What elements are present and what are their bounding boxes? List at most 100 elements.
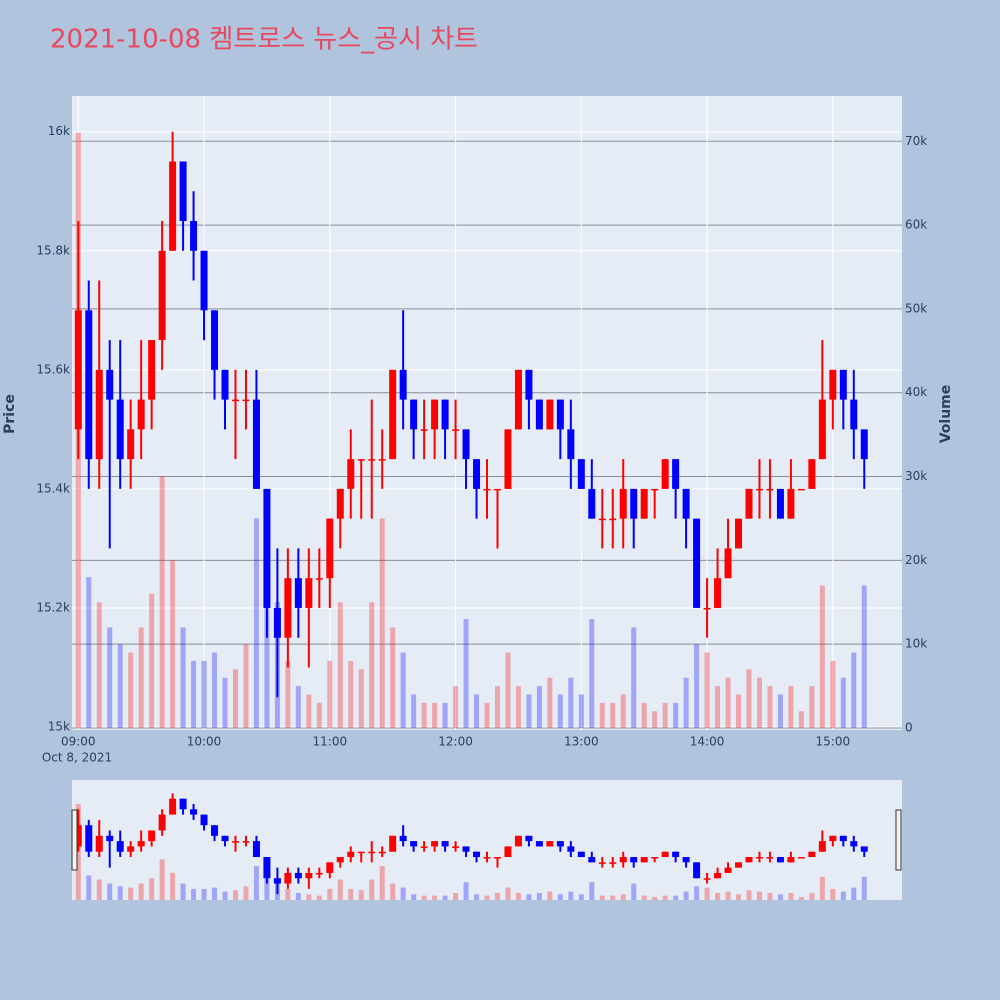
slider-candle-body bbox=[252, 841, 260, 858]
x-tick-label: 11:00 bbox=[313, 735, 348, 749]
candle-body bbox=[200, 250, 208, 311]
y2-tick-label: 40k bbox=[905, 385, 927, 399]
slider-candle-body bbox=[378, 851, 386, 854]
slider-volume-bar bbox=[736, 894, 742, 900]
volume-bar bbox=[128, 652, 134, 728]
volume-bar bbox=[117, 644, 123, 728]
slider-volume-bar bbox=[641, 895, 647, 900]
slider-candle-body bbox=[85, 825, 93, 852]
plot-area bbox=[72, 96, 902, 730]
volume-bar bbox=[725, 677, 731, 728]
candle-body bbox=[661, 459, 669, 489]
slider-volume-bar bbox=[589, 882, 595, 900]
slider-candle-body bbox=[179, 798, 187, 810]
x-tick-label: 15:00 bbox=[816, 735, 851, 749]
slider-volume-bar bbox=[86, 875, 92, 900]
volume-bar bbox=[767, 686, 773, 728]
candle-body bbox=[808, 459, 816, 489]
slider-candle-body bbox=[556, 841, 564, 847]
y-axis-title: Price bbox=[2, 394, 18, 434]
candle-body bbox=[682, 488, 690, 519]
candle-body bbox=[724, 548, 732, 579]
chart-title: 2021-10-08 켐트로스 뉴스_공시 차트 bbox=[50, 25, 478, 55]
range-handle[interactable] bbox=[895, 809, 902, 871]
candle-body bbox=[546, 399, 554, 430]
slider-volume-bar bbox=[264, 872, 270, 900]
candle-body bbox=[137, 399, 145, 430]
slider-volume-bar bbox=[474, 894, 480, 900]
volume-bar bbox=[861, 585, 867, 728]
volume-bar bbox=[526, 694, 532, 728]
candle-body bbox=[127, 429, 135, 460]
volume-bar bbox=[673, 702, 679, 728]
range-slider[interactable] bbox=[72, 780, 902, 900]
slider-candle-body bbox=[326, 862, 334, 873]
volume-bar bbox=[285, 660, 291, 728]
slider-volume-bar bbox=[222, 891, 228, 900]
volume-bar bbox=[390, 627, 396, 728]
volume-bar bbox=[432, 702, 438, 728]
volume-bar bbox=[746, 669, 752, 728]
candle-body bbox=[839, 369, 847, 400]
slider-volume-bar bbox=[526, 894, 532, 900]
slider-candle-body bbox=[284, 872, 292, 884]
slider-candle-body bbox=[305, 872, 313, 879]
y2-tick-label: 50k bbox=[905, 301, 927, 315]
slider-candle-body bbox=[714, 872, 722, 879]
volume-bar bbox=[421, 702, 427, 728]
slider-candle-body bbox=[116, 841, 124, 852]
slider-candle-body bbox=[473, 851, 481, 858]
volume-bar bbox=[851, 652, 857, 728]
y2-axis-title: Volume bbox=[938, 385, 954, 444]
slider-candle-body bbox=[651, 857, 659, 859]
candle-body bbox=[672, 459, 680, 489]
volume-bar bbox=[474, 694, 480, 728]
slider-candle-body bbox=[357, 851, 365, 854]
slider-candle-body bbox=[745, 857, 753, 863]
candle-body bbox=[179, 161, 187, 222]
slider-candle-body bbox=[661, 851, 669, 858]
slider-volume-bar bbox=[505, 887, 511, 900]
slider-candle-body bbox=[535, 841, 543, 847]
slider-volume-bar bbox=[421, 895, 427, 900]
volume-bar bbox=[798, 711, 804, 728]
candle-body bbox=[703, 607, 711, 610]
x-tick-label: 10:00 bbox=[187, 735, 222, 749]
candle-body bbox=[85, 310, 93, 460]
slider-candle-body bbox=[808, 851, 816, 858]
slider-volume-bar bbox=[662, 895, 668, 900]
candle-body bbox=[169, 161, 177, 251]
slider-volume-bar bbox=[515, 892, 521, 900]
slider-volume-bar bbox=[453, 892, 459, 900]
slider-volume-bar bbox=[432, 895, 438, 900]
candle-body bbox=[357, 459, 365, 461]
slider-volume-bar bbox=[295, 892, 301, 900]
volume-bar bbox=[589, 619, 595, 728]
volume-bar bbox=[264, 560, 270, 728]
slider-candle-body bbox=[672, 851, 680, 858]
slider-candle-body bbox=[787, 857, 795, 863]
volume-bar bbox=[484, 702, 490, 728]
slider-volume-bar bbox=[243, 886, 249, 900]
volume-bar bbox=[777, 694, 783, 728]
slider-candle-body bbox=[315, 872, 323, 875]
candle-body bbox=[420, 429, 428, 431]
slider-volume-bar bbox=[348, 888, 354, 900]
candle-body bbox=[535, 399, 543, 430]
slider-volume-bar bbox=[725, 891, 731, 900]
candle-body bbox=[525, 369, 533, 400]
volume-bar bbox=[568, 677, 574, 728]
slider-candle-body bbox=[148, 830, 156, 842]
slider-candle-body bbox=[818, 841, 826, 852]
slider-volume-bar bbox=[232, 890, 238, 900]
volume-bar bbox=[358, 669, 364, 728]
slider-volume-bar bbox=[557, 894, 563, 900]
slider-volume-bar bbox=[253, 866, 259, 900]
candle-body bbox=[326, 518, 334, 579]
range-handle[interactable] bbox=[71, 809, 78, 871]
slider-volume-bar bbox=[704, 887, 710, 900]
slider-volume-bar bbox=[327, 888, 333, 900]
y-tick-label: 16k bbox=[48, 124, 70, 138]
